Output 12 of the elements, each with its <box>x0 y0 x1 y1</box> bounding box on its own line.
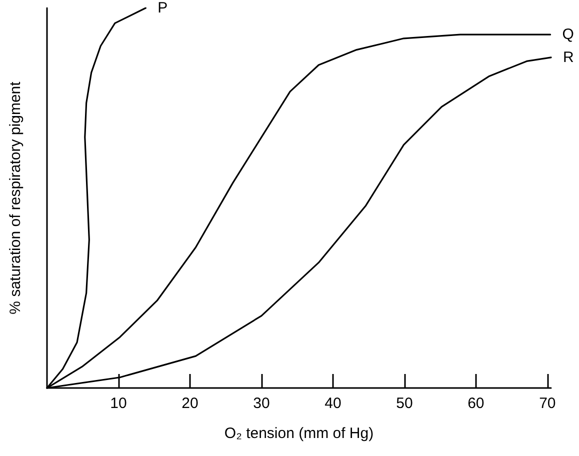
x-tick-label: 30 <box>253 395 270 412</box>
series-label: P <box>158 0 168 16</box>
x-tick-label: 40 <box>324 395 342 412</box>
x-tick-label: 10 <box>110 395 127 412</box>
x-tick-label: 50 <box>396 395 413 412</box>
y-axis-title: % saturation of respiratory pigment <box>7 80 24 314</box>
x-tick-label: 70 <box>539 395 556 412</box>
x-axis-title: O₂ tension (mm of Hg) <box>224 425 374 442</box>
x-tick-label: 60 <box>468 395 484 412</box>
x-tick-label: 20 <box>182 395 198 412</box>
series-label: R <box>563 48 574 66</box>
series-label: Q <box>562 26 574 44</box>
